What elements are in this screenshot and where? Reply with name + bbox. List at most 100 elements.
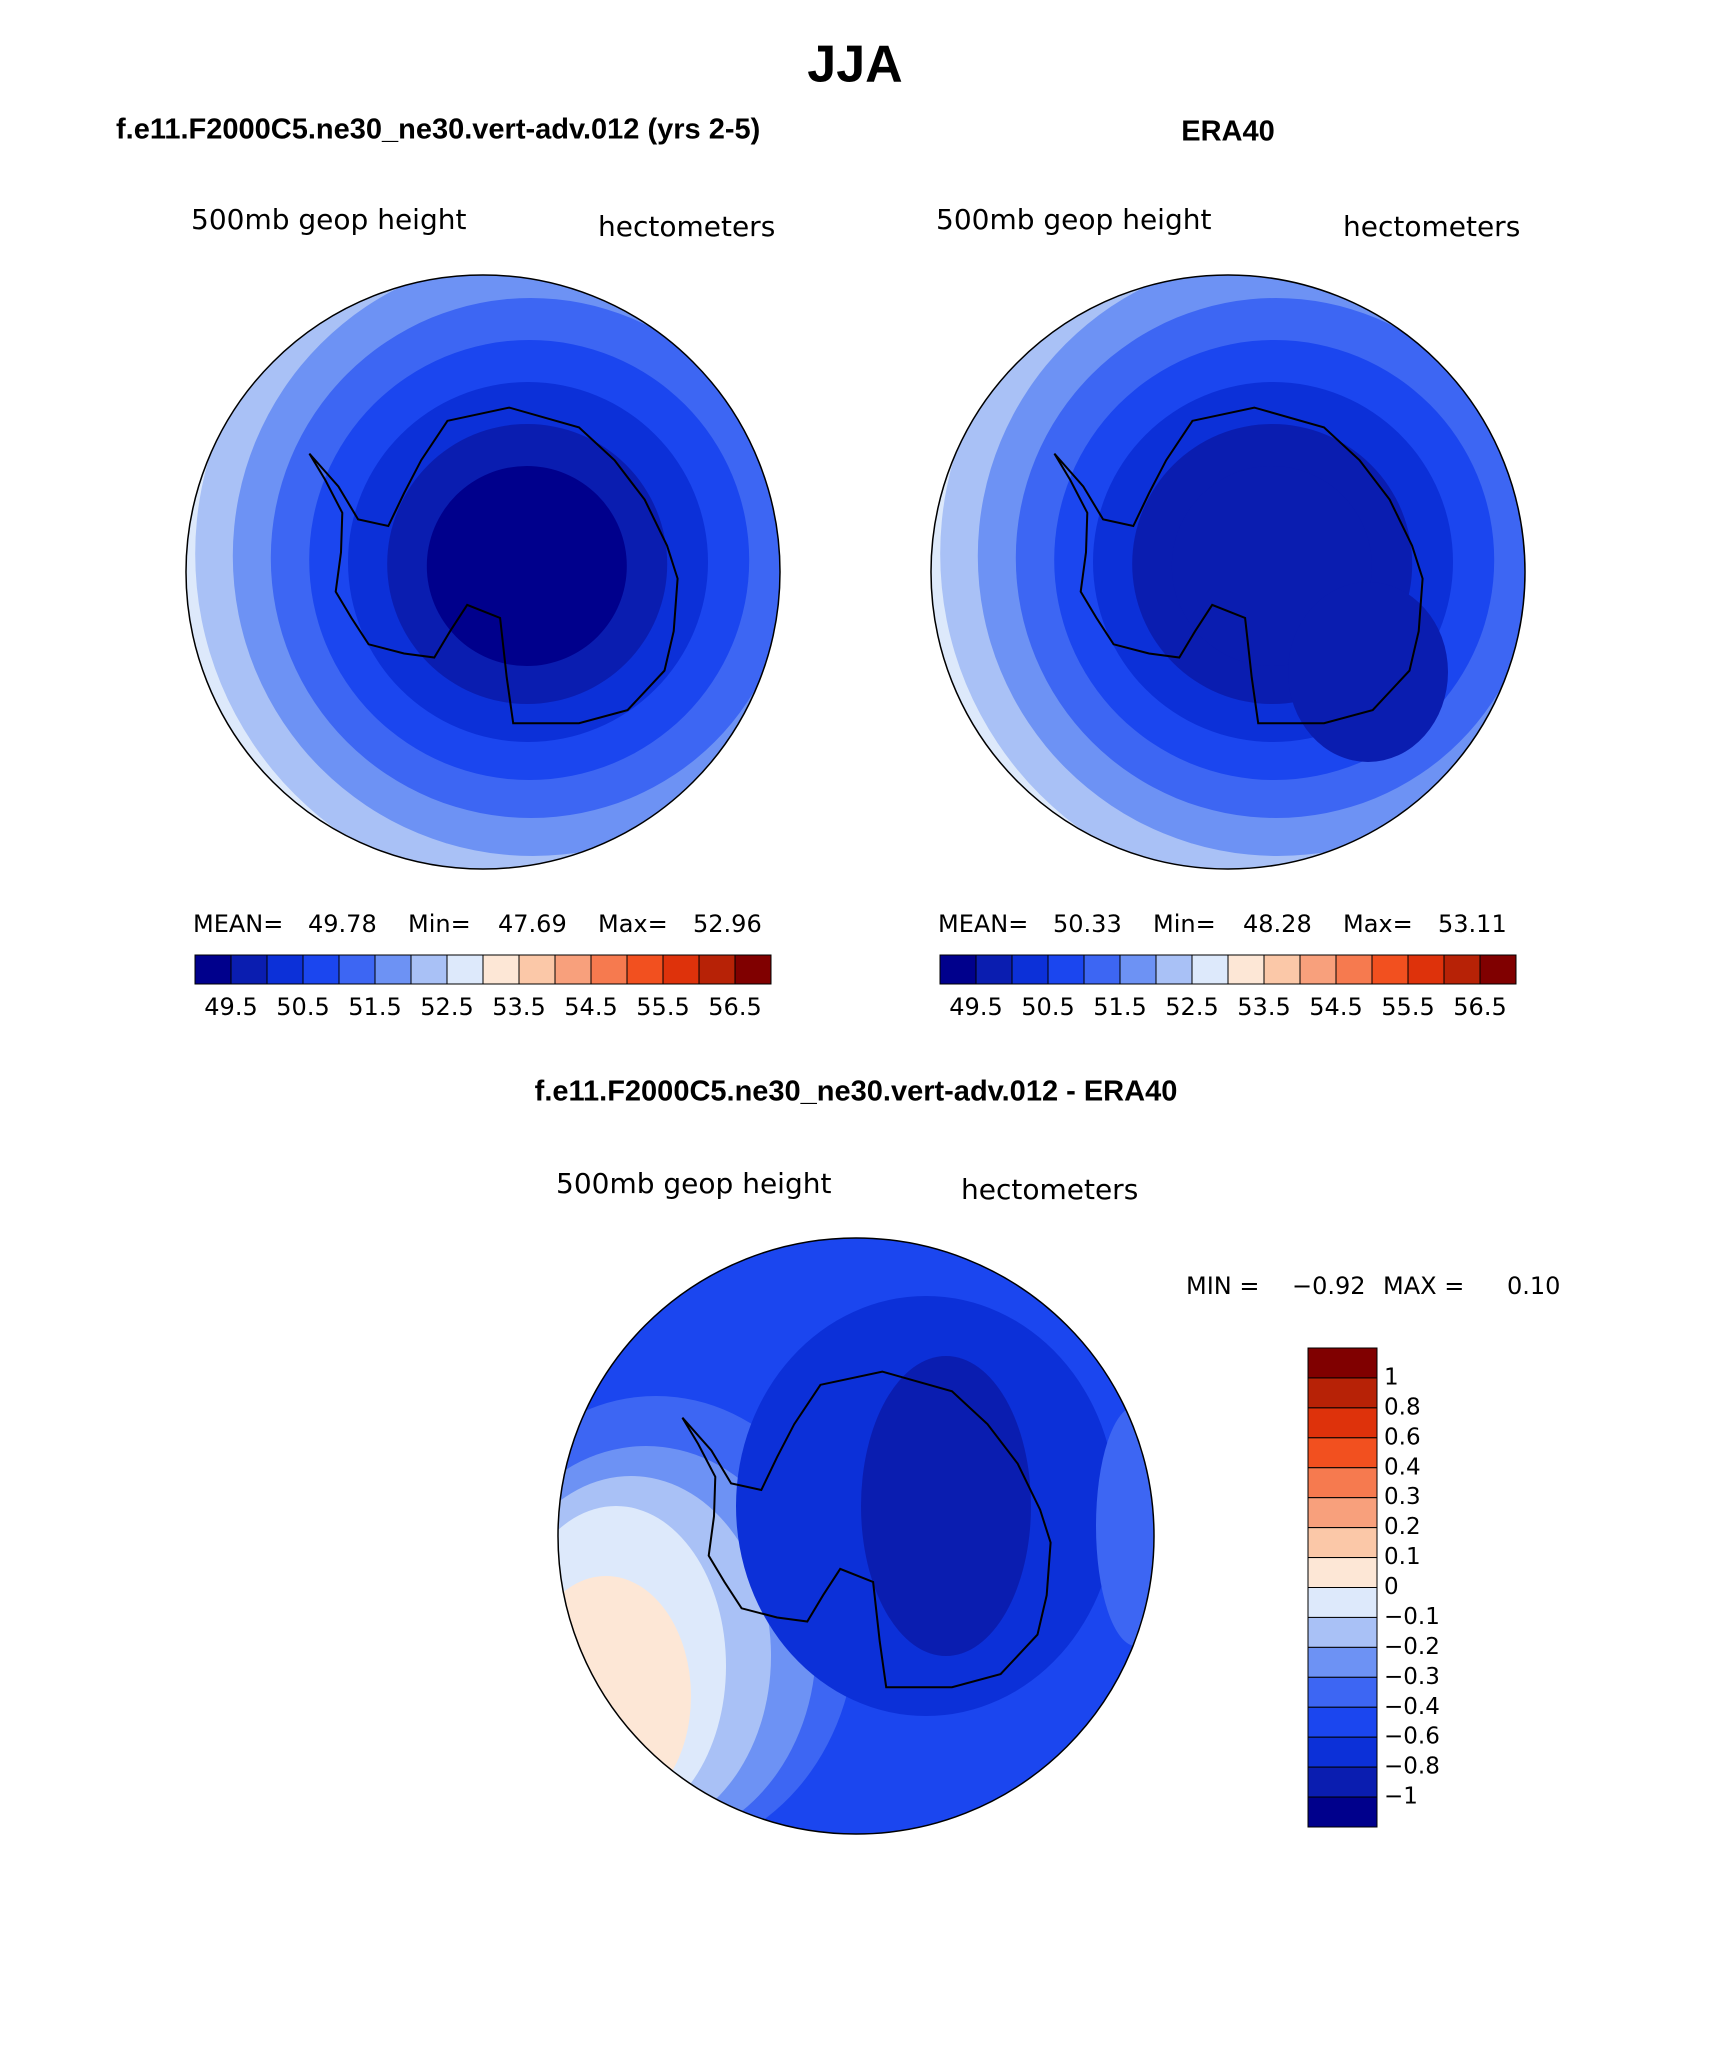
- colorbar-label: 0.2: [1384, 1514, 1421, 1540]
- colorbar-label: 56.5: [708, 993, 761, 1021]
- colorbar-box: [1307, 1646, 1378, 1678]
- coastline: [1053, 406, 1424, 725]
- stat-text: Max=: [1343, 910, 1413, 938]
- colorbar-box: [518, 954, 556, 985]
- coastline: [308, 406, 679, 725]
- colorbar-label: −0.3: [1384, 1664, 1440, 1690]
- colorbar-box: [1307, 1736, 1378, 1768]
- colorbar-label: 0.1: [1384, 1544, 1421, 1570]
- colorbar-label: 54.5: [564, 993, 617, 1021]
- colorbar-box: [1479, 954, 1517, 985]
- colorbar-box: [1307, 1527, 1378, 1559]
- colorbar-label: 0: [1384, 1574, 1399, 1600]
- colorbar-box: [1407, 954, 1445, 985]
- colorbar-box: [302, 954, 340, 985]
- panel-title: f.e11.F2000C5.ne30_ne30.vert-adv.012 (yr…: [116, 114, 760, 146]
- colorbar-box: [590, 954, 628, 985]
- colorbar-box: [939, 954, 977, 985]
- colorbar-label: 56.5: [1453, 993, 1506, 1021]
- colorbar-box: [1307, 1437, 1378, 1469]
- variable-label: 500mb geop height: [936, 203, 1211, 236]
- colorbar-label: 0.8: [1384, 1394, 1421, 1420]
- colorbar-label: 50.5: [276, 993, 329, 1021]
- colorbar-box: [1371, 954, 1409, 985]
- colorbar-box: [194, 954, 232, 985]
- colorbar-label: 49.5: [949, 993, 1002, 1021]
- map-border: [557, 1237, 1155, 1835]
- stat-text: MEAN=: [193, 910, 283, 938]
- colorbar-box: [1443, 954, 1481, 985]
- colorbar-label: −0.6: [1384, 1724, 1440, 1750]
- stat-text: −0.92: [1292, 1272, 1366, 1300]
- colorbar-box: [1155, 954, 1193, 985]
- colorbar-box: [734, 954, 772, 985]
- stat-text: Min=: [408, 910, 471, 938]
- colorbar-label: 53.5: [492, 993, 545, 1021]
- contour-band: [1288, 582, 1448, 762]
- colorbar-box: [698, 954, 736, 985]
- contour-band: [558, 1576, 691, 1816]
- colorbar-box: [1307, 1587, 1378, 1618]
- map: [558, 1238, 1154, 1834]
- variable-label: 500mb geop height: [556, 1167, 831, 1200]
- colorbar-label: 49.5: [204, 993, 257, 1021]
- colorbar-box: [410, 954, 448, 985]
- colorbar-box: [1083, 954, 1121, 985]
- contour-band: [861, 1356, 1031, 1656]
- colorbar-box: [1299, 954, 1337, 985]
- colorbar-box: [1307, 1706, 1378, 1738]
- colorbar-box: [1307, 1766, 1378, 1798]
- units-label: hectometers: [961, 1173, 1138, 1206]
- colorbar-box: [230, 954, 268, 985]
- colorbar-label: −0.4: [1384, 1694, 1440, 1720]
- colorbar-box: [662, 954, 700, 985]
- map: [931, 275, 1525, 869]
- stat-text: 49.78: [308, 910, 377, 938]
- colorbar-label: 51.5: [348, 993, 401, 1021]
- colorbar-box: [1335, 954, 1373, 985]
- colorbar-label: 0.4: [1384, 1454, 1421, 1480]
- colorbar-box: [1119, 954, 1157, 985]
- stat-text: MIN =: [1186, 1272, 1259, 1300]
- units-label: hectometers: [1343, 210, 1520, 243]
- colorbar-label: −0.8: [1384, 1754, 1440, 1780]
- colorbar-box: [266, 954, 304, 985]
- colorbar-box: [1307, 1557, 1378, 1588]
- map: [186, 275, 780, 869]
- map-border: [930, 274, 1526, 870]
- colorbar-box: [1307, 1347, 1378, 1379]
- colorbar-box: [482, 954, 520, 985]
- colorbar-box: [338, 954, 376, 985]
- colorbar-label: 51.5: [1093, 993, 1146, 1021]
- colorbar-box: [1011, 954, 1049, 985]
- plots: 500mb geop height hectometers MEAN= 49.78 Mi…: [185, 203, 1560, 1835]
- panel-title: ERA40: [1181, 116, 1275, 148]
- stat-text: 53.11: [1438, 910, 1507, 938]
- colorbar-label: −0.2: [1384, 1634, 1440, 1660]
- stat-text: 48.28: [1243, 910, 1312, 938]
- panel-title: f.e11.F2000C5.ne30_ne30.vert-adv.012 - E…: [535, 1076, 1178, 1108]
- colorbar-label: 0.6: [1384, 1424, 1421, 1450]
- colorbar-label: 55.5: [636, 993, 689, 1021]
- stat-text: 52.96: [693, 910, 762, 938]
- colorbar-label: −0.1: [1384, 1604, 1440, 1630]
- figure-title: JJA: [807, 36, 902, 94]
- variable-label: 500mb geop height: [191, 203, 466, 236]
- stat-text: 47.69: [498, 910, 567, 938]
- colorbar-box: [1047, 954, 1085, 985]
- colorbar-box: [1307, 1676, 1378, 1708]
- colorbar-box: [1227, 954, 1265, 985]
- colorbar-label: 0.3: [1384, 1484, 1421, 1510]
- colorbar-label: 52.5: [1165, 993, 1218, 1021]
- stat-text: MEAN=: [938, 910, 1028, 938]
- colorbar-label: 50.5: [1021, 993, 1074, 1021]
- colorbar-box: [1307, 1497, 1378, 1529]
- colorbar-box: [1307, 1616, 1378, 1648]
- colorbar-label: 1: [1384, 1364, 1399, 1390]
- colorbar-box: [1307, 1467, 1378, 1499]
- colorbar-box: [1307, 1407, 1378, 1439]
- contour-band: [426, 466, 627, 666]
- colorbar-label: −1: [1384, 1784, 1418, 1810]
- colorbar-box: [1307, 1796, 1378, 1828]
